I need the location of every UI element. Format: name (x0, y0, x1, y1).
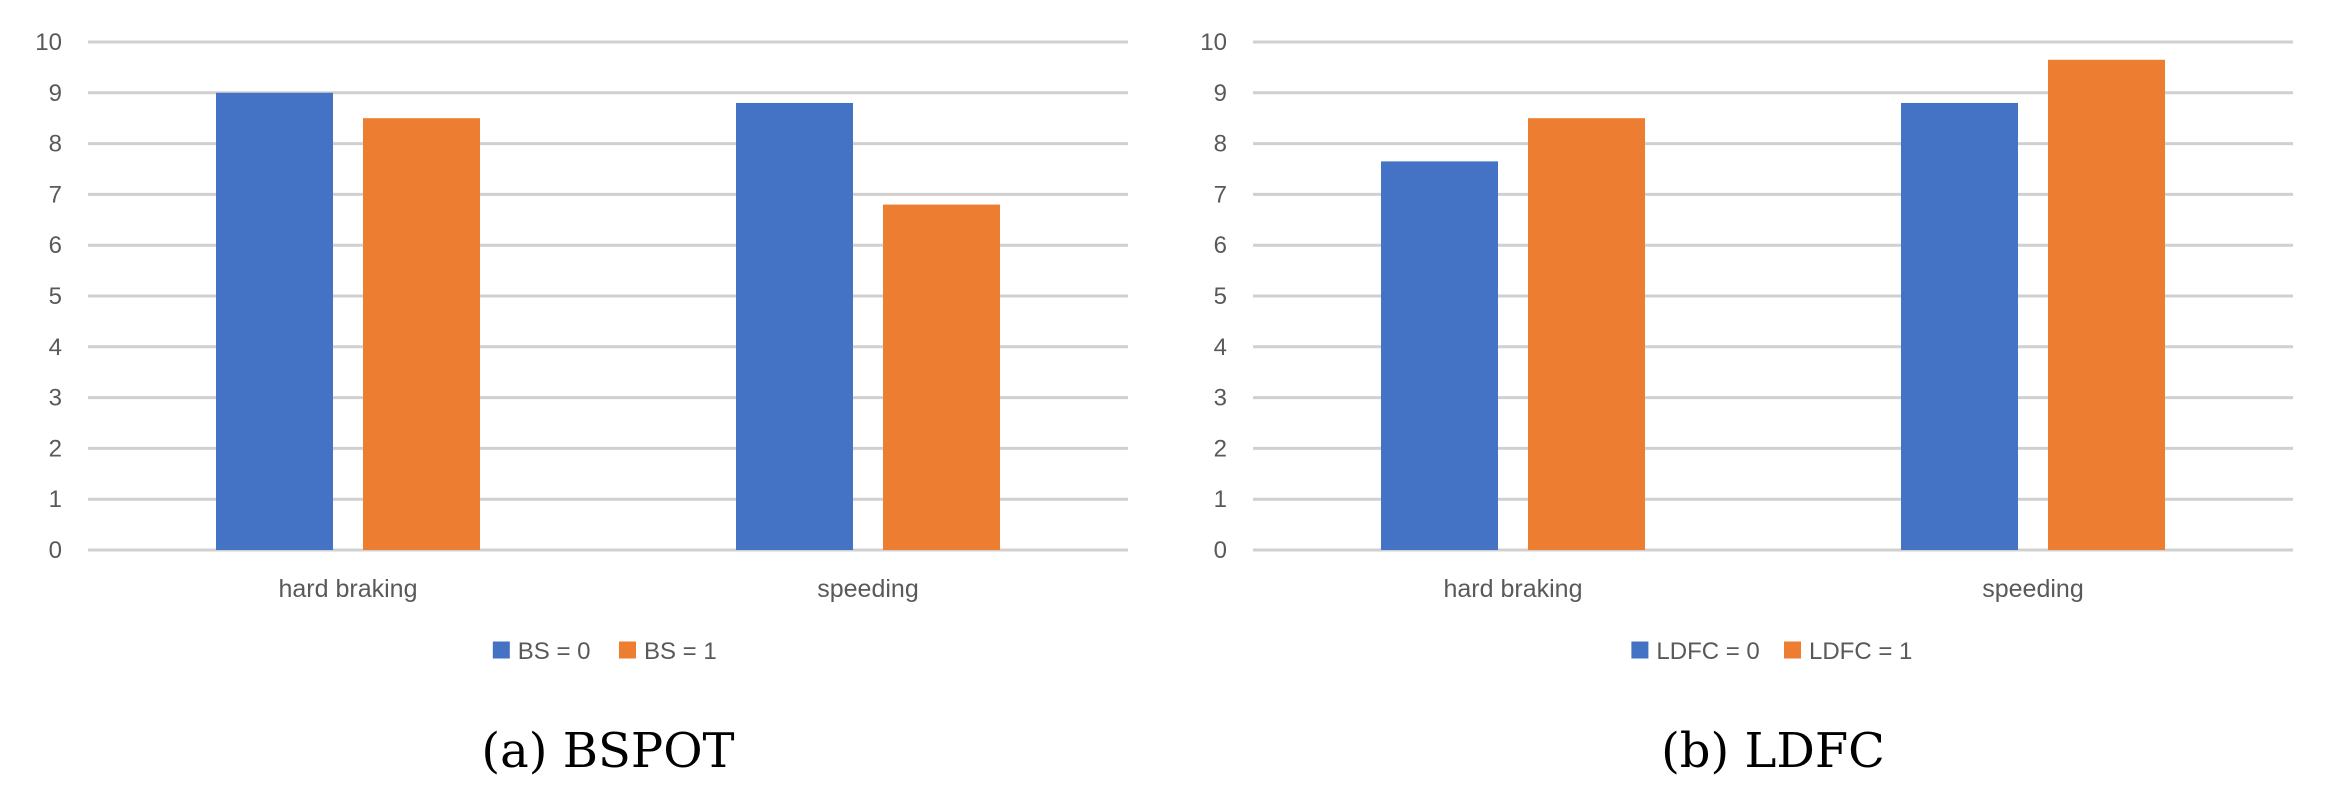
y-tick-label: 1 (1214, 486, 1227, 513)
y-tick-label: 8 (49, 131, 62, 158)
y-tick-label: 0 (1214, 537, 1227, 564)
y-tick-label: 2 (1214, 435, 1227, 462)
bar (2048, 59, 2165, 550)
legend-swatch (1631, 641, 1649, 659)
figure-caption: (b) LDFC (1661, 723, 1885, 779)
y-tick-label: 7 (1214, 181, 1227, 208)
bar (736, 102, 853, 551)
y-tick-label: 9 (1214, 80, 1227, 107)
legend-swatch (619, 641, 636, 659)
y-tick-label: 4 (1214, 334, 1227, 361)
y-tick-label: 10 (1200, 29, 1227, 56)
y-tick-label: 5 (49, 283, 62, 310)
figure-caption: (a) BSPOT (481, 723, 734, 779)
y-tick-label: 5 (1214, 283, 1227, 310)
legend-label: BS = 1 (644, 638, 717, 665)
legend-swatch (492, 641, 510, 659)
bar (1381, 161, 1498, 550)
bar (883, 204, 1000, 550)
x-category-label: speeding (1982, 575, 2083, 603)
y-tick-label: 6 (49, 232, 62, 259)
y-tick-label: 9 (49, 80, 62, 107)
bar (216, 92, 333, 551)
y-tick-label: 1 (49, 486, 62, 513)
legend-label: LDFC = 1 (1809, 638, 1912, 665)
y-tick-label: 6 (1214, 232, 1227, 259)
chart-panel-b: 0 1 2 3 4 5 6 7 8 9 10 hard braking speeding LDFC = 0… (1200, 29, 2293, 779)
bar (363, 118, 480, 550)
y-tick-label: 0 (49, 537, 62, 564)
legend-swatch (1784, 641, 1801, 659)
legend-label: BS = 0 (518, 638, 591, 665)
bar (1528, 118, 1645, 550)
y-tick-label: 2 (49, 435, 62, 462)
y-tick-label: 3 (49, 385, 62, 412)
bar (1901, 102, 2018, 551)
y-tick-label: 8 (1214, 131, 1227, 158)
x-category-label: hard braking (1444, 575, 1583, 603)
legend-label: LDFC = 0 (1656, 638, 1759, 665)
y-tick-label: 3 (1214, 385, 1227, 412)
chart-panel-a: 0 1 2 3 4 5 6 7 8 9 10 hard braking speeding BS = 0 BS… (35, 29, 1128, 779)
x-category-label: hard braking (279, 575, 418, 603)
x-category-label: speeding (817, 575, 918, 603)
y-tick-label: 4 (49, 334, 62, 361)
y-tick-label: 10 (35, 29, 62, 56)
y-tick-label: 7 (49, 181, 62, 208)
